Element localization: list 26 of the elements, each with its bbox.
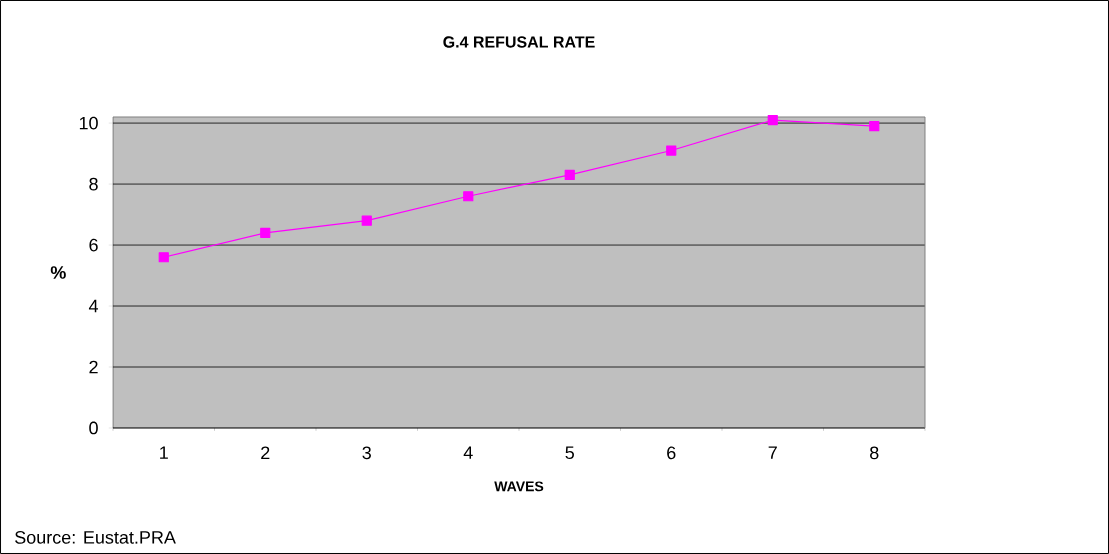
x-tick-label: 3 [362,446,371,460]
x-tick-label: 1 [160,446,168,459]
source-note: Source: Eustat.PRA [15,531,176,544]
x-tick-label: 2 [261,446,270,460]
point [767,114,778,126]
y-tick-label: 6 [89,238,98,252]
x-tick-label: 4 [463,446,473,459]
y-tick-label: 8 [89,177,98,191]
chart-title: G.4 REFUSAL RATE [443,36,595,48]
point [260,227,271,238]
y-tick-label: 4 [88,299,99,313]
x-tick-label: 6 [667,446,676,460]
y-axis-title: % [50,266,66,279]
x-tick-label: 5 [565,446,574,460]
x-tick-label: 7 [768,446,777,459]
y-tick-label: 10 [79,116,98,130]
point [463,191,474,202]
x-tick-label: 8 [870,446,879,460]
y-tick-label: 2 [89,360,98,374]
y-tick-label: 0 [89,421,98,435]
point [158,252,169,263]
point [869,121,880,132]
point [361,215,372,226]
point [564,169,575,181]
point [666,145,677,156]
x-axis-title: WAVES [494,481,544,492]
